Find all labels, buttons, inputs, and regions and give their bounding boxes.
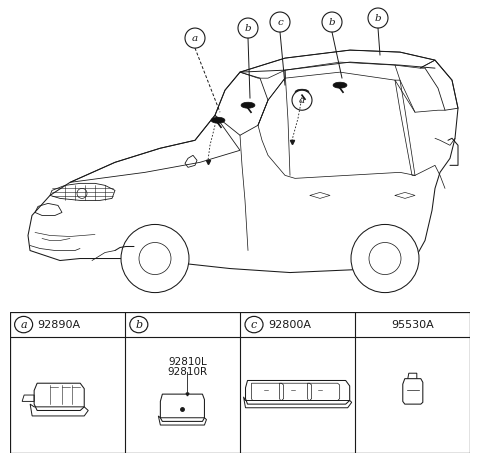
Circle shape: [130, 316, 148, 333]
Text: b: b: [329, 18, 336, 26]
Circle shape: [121, 225, 189, 292]
Circle shape: [322, 12, 342, 32]
Polygon shape: [211, 117, 225, 123]
Text: b: b: [135, 320, 143, 329]
Text: b: b: [375, 13, 381, 23]
Circle shape: [270, 12, 290, 32]
Circle shape: [14, 316, 33, 333]
Circle shape: [245, 316, 263, 333]
Text: a: a: [192, 34, 198, 43]
Circle shape: [351, 225, 419, 292]
Text: b: b: [245, 24, 252, 32]
Text: 95530A: 95530A: [391, 320, 434, 329]
Text: 92890A: 92890A: [37, 320, 81, 329]
Polygon shape: [295, 89, 309, 95]
Circle shape: [292, 90, 312, 110]
Circle shape: [368, 8, 388, 28]
Text: 92810R: 92810R: [168, 367, 207, 377]
Text: c: c: [251, 320, 257, 329]
Circle shape: [238, 18, 258, 38]
Text: 92810L: 92810L: [168, 357, 207, 367]
Circle shape: [185, 28, 205, 48]
Polygon shape: [241, 102, 255, 108]
Polygon shape: [333, 82, 347, 88]
Text: c: c: [277, 18, 283, 26]
Text: 92800A: 92800A: [268, 320, 311, 329]
Text: a: a: [299, 96, 305, 105]
Text: a: a: [20, 320, 27, 329]
